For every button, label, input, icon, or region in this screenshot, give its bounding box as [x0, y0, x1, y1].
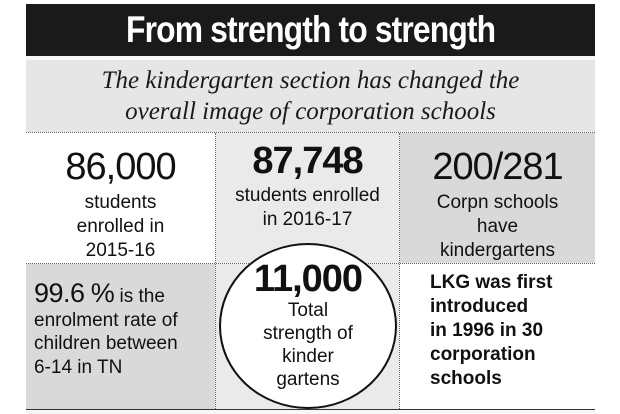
lkg-note-cell	[400, 264, 595, 410]
bottom-rule	[26, 409, 595, 410]
stat-enrolment-rate-cell	[26, 264, 215, 410]
lkg-note-line-3: in 1996 in 30	[430, 320, 544, 341]
subtitle-line-2: overall image of corporation schools	[125, 98, 496, 125]
subtitle-line-1: The kindergarten section has changed the	[101, 67, 520, 94]
lkg-note-line-2: introduced	[430, 296, 529, 317]
infographic-title: From strength to strength	[125, 9, 496, 50]
stat-enrolled-2016: 87,748 students enrolled in 2016-17	[216, 133, 399, 263]
stat-enrolment-rate-line-3: 6-14 in TN	[34, 356, 123, 378]
subtitle: The kindergarten section has changed the…	[26, 60, 595, 132]
lkg-note-line-4: corporation	[430, 344, 536, 365]
infographic-title-bar: From strength to strength	[26, 4, 595, 56]
stat-strength-circle: 11,000 Total strength of kinder gartens	[219, 243, 397, 409]
stat-schools-line-1: Corpn schools	[436, 192, 559, 213]
stat-strength-value: 11,000	[253, 258, 363, 300]
stat-enrolment-rate-line-2: children between	[34, 333, 178, 354]
stat-schools-value: 200/281	[432, 146, 563, 188]
stat-enrolment-rate-tail: is the	[114, 286, 165, 307]
stat-enrolled-2015-value: 86,000	[65, 146, 176, 188]
stat-enrolled-2015-line-3: 2015-16	[85, 240, 156, 261]
lkg-note-line-1: LKG was first	[430, 272, 553, 293]
stat-enrolled-2016-line-2: in 2016-17	[262, 209, 353, 230]
lkg-note: LKG was first introduced in 1996 in 30 c…	[430, 271, 590, 391]
divider-right	[399, 133, 400, 409]
stat-strength-line-4: gartens	[276, 369, 340, 390]
stat-enrolment-rate-value: 99.6	[34, 278, 85, 308]
divider-left	[215, 133, 216, 409]
stat-schools-line-3: kindergartens	[439, 240, 556, 261]
stat-strength-line-2: strength of	[263, 323, 353, 344]
stat-enrolled-2016-value: 87,748	[252, 140, 363, 182]
stat-enrolled-2015-line-2: enrolled in	[76, 216, 165, 237]
stat-enrolled-2015-line-1: students	[84, 192, 157, 213]
stat-schools: 200/281 Corpn schools have kindergartens	[400, 133, 595, 263]
stat-enrolled-2016-line-1: students enrolled	[235, 185, 380, 206]
stat-enrolled-2015: 86,000 students enrolled in 2015-16	[26, 133, 215, 263]
stat-enrolment-rate: 99.6 % is the enrolment rate of children…	[34, 280, 210, 379]
lkg-note-line-5: schools	[430, 368, 502, 389]
stat-enrolment-rate-line-1: enrolment rate of	[34, 309, 178, 331]
stat-enrolment-rate-unit: %	[90, 278, 115, 308]
stat-strength-line-1: Total	[287, 300, 329, 321]
stat-schools-line-2: have	[476, 216, 519, 237]
stat-strength-line-3: kinder	[282, 346, 334, 367]
divider-top	[26, 132, 595, 133]
